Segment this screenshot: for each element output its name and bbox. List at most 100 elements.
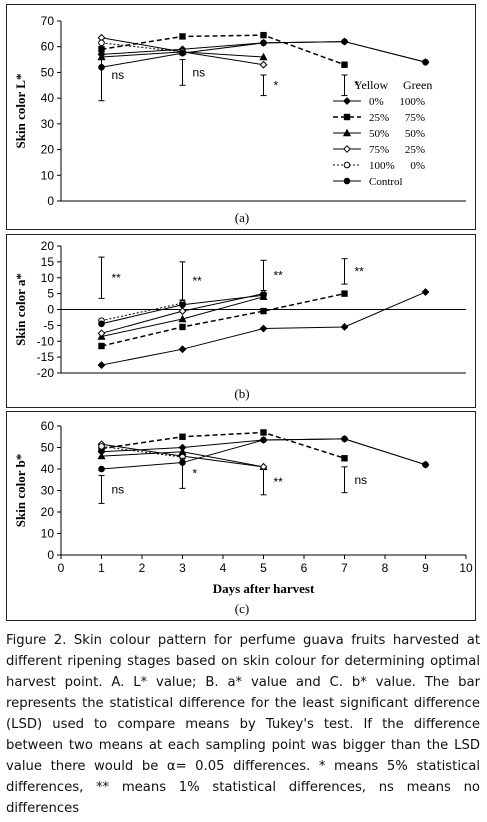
legend-entry: 75% 25% bbox=[333, 144, 425, 156]
data-point bbox=[422, 58, 429, 66]
lsd-label: * bbox=[355, 78, 360, 92]
lsd-bar: ns bbox=[341, 466, 367, 494]
data-point bbox=[259, 324, 268, 333]
panel-label: (c) bbox=[235, 601, 249, 616]
panel-label: (a) bbox=[235, 210, 249, 225]
x-tick-label: 5 bbox=[260, 561, 267, 575]
x-tick-label: 8 bbox=[382, 561, 389, 575]
data-point bbox=[341, 455, 348, 462]
legend-green: 100% bbox=[399, 96, 425, 108]
series-100pct bbox=[98, 299, 186, 324]
lsd-bar: ** bbox=[98, 256, 122, 299]
y-tick-label: 30 bbox=[41, 117, 55, 131]
y-tick-label: 20 bbox=[41, 505, 55, 519]
x-tick-label: 0 bbox=[58, 561, 65, 575]
data-point bbox=[343, 161, 351, 169]
legend-yellow: 50% bbox=[369, 128, 389, 140]
chart-c: 0 10 20 30 40 50 60 0 1 2 3 4 5 6 7 8 9 10 Skin color b* Da… bbox=[13, 419, 473, 616]
legend-green: 0% bbox=[410, 160, 425, 172]
y-tick-label: 10 bbox=[41, 527, 55, 541]
y-tick-label: 0 bbox=[47, 303, 54, 317]
data-point bbox=[260, 429, 267, 436]
data-point bbox=[97, 329, 106, 338]
legend-entry: 0% 100% bbox=[333, 96, 425, 108]
panel-c: 0 10 20 30 40 50 60 0 1 2 3 4 5 6 7 8 9 10 Skin color b* Da… bbox=[6, 411, 476, 621]
legend-header-yellow: Yellow bbox=[354, 78, 388, 92]
y-tick-label: 0 bbox=[47, 548, 54, 562]
y-tick-label: 60 bbox=[41, 40, 55, 54]
series-control bbox=[98, 291, 267, 328]
y-axis-label: Skin color b* bbox=[13, 454, 28, 527]
chart-b: -20 -15 -10 -50 5 10 15 20 Skin color a* (b) ** ** *… bbox=[13, 239, 466, 401]
y-tick-label: 0 bbox=[47, 194, 54, 208]
data-point bbox=[260, 307, 267, 315]
data-point bbox=[260, 436, 267, 444]
data-point bbox=[178, 314, 187, 323]
legend-yellow: Control bbox=[369, 176, 403, 188]
data-point bbox=[179, 49, 186, 57]
series-control bbox=[98, 435, 429, 473]
lsd-bar: ** bbox=[341, 258, 364, 285]
y-tick-label: 50 bbox=[41, 65, 55, 79]
data-point bbox=[341, 61, 348, 68]
lsd-label: ** bbox=[193, 274, 203, 288]
panel-label: (b) bbox=[234, 386, 249, 401]
lsd-bar: ** bbox=[260, 259, 283, 291]
legend-entry: 50% 50% bbox=[333, 128, 425, 140]
data-point bbox=[97, 451, 106, 460]
lsd-bar: * bbox=[260, 74, 279, 97]
data-point bbox=[98, 39, 105, 47]
legend-yellow: 75% bbox=[369, 144, 389, 156]
lsd-label: ** bbox=[112, 271, 122, 285]
data-point bbox=[260, 291, 267, 299]
legend-yellow: 25% bbox=[369, 112, 389, 124]
data-point bbox=[179, 433, 186, 440]
series-25pct bbox=[98, 429, 348, 462]
legend-green: 75% bbox=[405, 112, 425, 124]
data-point bbox=[342, 128, 352, 137]
y-tick-label: 60 bbox=[41, 419, 55, 433]
y-tick-label: 10 bbox=[41, 271, 55, 285]
x-axis-label: Days after harvest bbox=[213, 581, 315, 596]
legend-entry: 100% 0% bbox=[333, 160, 425, 172]
data-point bbox=[341, 435, 348, 443]
data-point bbox=[341, 38, 348, 45]
data-point bbox=[343, 177, 351, 185]
legend-green: 25% bbox=[405, 144, 425, 156]
y-tick-label: 5 bbox=[47, 287, 54, 301]
data-point bbox=[260, 31, 267, 39]
lsd-bar: * bbox=[179, 457, 198, 489]
y-tick-label: -10 bbox=[37, 334, 55, 348]
data-point bbox=[341, 290, 348, 297]
data-point bbox=[178, 345, 187, 354]
series-line bbox=[101, 431, 345, 459]
legend-yellow: 100% bbox=[369, 160, 395, 172]
data-point bbox=[259, 52, 268, 61]
data-point bbox=[343, 145, 351, 153]
x-tick-label: 10 bbox=[459, 561, 473, 575]
y-tick-label: 10 bbox=[41, 168, 55, 182]
series-25pct bbox=[98, 31, 348, 68]
x-tick-label: 9 bbox=[422, 561, 429, 575]
legend-header-green: Green bbox=[403, 78, 432, 92]
x-tick-label: 4 bbox=[220, 561, 227, 575]
lsd-bar: ** bbox=[179, 261, 203, 301]
series-line bbox=[101, 445, 183, 458]
series-line bbox=[101, 42, 183, 53]
data-point bbox=[260, 39, 267, 47]
legend-yellow: 0% bbox=[369, 96, 384, 108]
legend-green: 50% bbox=[405, 128, 425, 140]
y-tick-label: -20 bbox=[37, 366, 55, 380]
y-tick-label: -15 bbox=[37, 350, 55, 364]
data-point bbox=[179, 33, 186, 40]
y-tick-label: 40 bbox=[41, 91, 55, 105]
data-point bbox=[98, 443, 105, 450]
lsd-bar: ns bbox=[98, 48, 124, 102]
lsd-bar: ns bbox=[179, 59, 205, 86]
lsd-bar: * bbox=[341, 74, 360, 97]
data-point bbox=[178, 307, 187, 315]
data-point bbox=[179, 323, 186, 331]
y-tick-label: 40 bbox=[41, 462, 55, 476]
x-tick-label: 6 bbox=[301, 561, 308, 575]
